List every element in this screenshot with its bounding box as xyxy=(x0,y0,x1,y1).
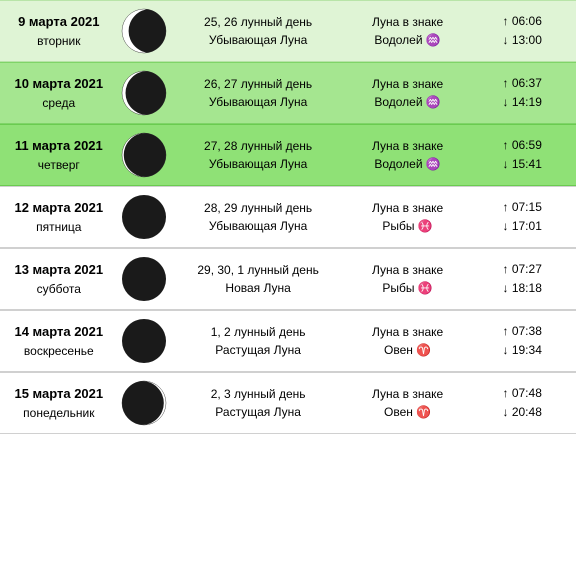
times-cell: ↑ 06:06 ↓ 13:00 xyxy=(472,12,572,50)
date-cell: 11 марта 2021 четверг xyxy=(4,136,114,174)
moonrise-time: ↑ 07:15 xyxy=(472,198,572,217)
lunar-day: 29, 30, 1 лунный день xyxy=(173,261,342,280)
weekday: пятница xyxy=(4,219,114,236)
moonset-time: ↓ 19:34 xyxy=(472,341,572,360)
sign-label: Луна в знаке xyxy=(343,323,473,342)
moonset-time: ↓ 18:18 xyxy=(472,279,572,298)
calendar-row[interactable]: 11 марта 2021 четверг 27, 28 лунный день… xyxy=(0,124,576,186)
sign-name: Водолей ♒️ xyxy=(343,32,473,49)
calendar-row[interactable]: 14 марта 2021 воскресенье 1, 2 лунный де… xyxy=(0,310,576,372)
sign-label: Луна в знаке xyxy=(343,385,473,404)
date-title: 14 марта 2021 xyxy=(4,322,114,343)
zodiac-cell: Луна в знаке Рыбы ♓️ xyxy=(343,199,473,235)
phase-name: Убывающая Луна xyxy=(173,94,342,111)
weekday: воскресенье xyxy=(4,343,114,360)
moonrise-time: ↑ 07:48 xyxy=(472,384,572,403)
moonset-time: ↓ 15:41 xyxy=(472,155,572,174)
moon-phase-icon xyxy=(114,69,174,117)
moon-phase-icon xyxy=(114,317,174,365)
date-title: 9 марта 2021 xyxy=(4,12,114,33)
times-cell: ↑ 07:48 ↓ 20:48 xyxy=(472,384,572,422)
weekday: четверг xyxy=(4,157,114,174)
date-cell: 15 марта 2021 понедельник xyxy=(4,384,114,422)
sign-label: Луна в знаке xyxy=(343,199,473,218)
times-cell: ↑ 06:37 ↓ 14:19 xyxy=(472,74,572,112)
zodiac-cell: Луна в знаке Водолей ♒️ xyxy=(343,13,473,49)
moon-phase-icon xyxy=(114,255,174,303)
moonrise-time: ↑ 06:06 xyxy=(472,12,572,31)
calendar-row[interactable]: 10 марта 2021 среда 26, 27 лунный день У… xyxy=(0,62,576,124)
moon-phase-icon xyxy=(114,193,174,241)
lunar-day: 2, 3 лунный день xyxy=(173,385,342,404)
moonset-time: ↓ 14:19 xyxy=(472,93,572,112)
lunar-calendar-table: 9 марта 2021 вторник 25, 26 лунный день … xyxy=(0,0,576,434)
calendar-row[interactable]: 13 марта 2021 суббота 29, 30, 1 лунный д… xyxy=(0,248,576,310)
sign-label: Луна в знаке xyxy=(343,137,473,156)
sign-name: Овен ♈️ xyxy=(343,404,473,421)
date-cell: 9 марта 2021 вторник xyxy=(4,12,114,50)
zodiac-cell: Луна в знаке Водолей ♒️ xyxy=(343,75,473,111)
phase-name: Растущая Луна xyxy=(173,404,342,421)
sign-label: Луна в знаке xyxy=(343,13,473,32)
date-cell: 13 марта 2021 суббота xyxy=(4,260,114,298)
times-cell: ↑ 07:15 ↓ 17:01 xyxy=(472,198,572,236)
weekday: суббота xyxy=(4,281,114,298)
phase-name: Убывающая Луна xyxy=(173,218,342,235)
date-title: 13 марта 2021 xyxy=(4,260,114,281)
phase-name: Растущая Луна xyxy=(173,342,342,359)
lunar-day-cell: 1, 2 лунный день Растущая Луна xyxy=(173,323,342,359)
weekday: среда xyxy=(4,95,114,112)
sign-name: Водолей ♒️ xyxy=(343,94,473,111)
sign-name: Рыбы ♓️ xyxy=(343,218,473,235)
moonrise-time: ↑ 07:27 xyxy=(472,260,572,279)
date-title: 11 марта 2021 xyxy=(4,136,114,157)
sign-label: Луна в знаке xyxy=(343,75,473,94)
weekday: понедельник xyxy=(4,405,114,422)
phase-name: Убывающая Луна xyxy=(173,32,342,49)
weekday: вторник xyxy=(4,33,114,50)
lunar-day: 1, 2 лунный день xyxy=(173,323,342,342)
lunar-day-cell: 27, 28 лунный день Убывающая Луна xyxy=(173,137,342,173)
date-title: 15 марта 2021 xyxy=(4,384,114,405)
date-title: 12 марта 2021 xyxy=(4,198,114,219)
date-title: 10 марта 2021 xyxy=(4,74,114,95)
moonset-time: ↓ 17:01 xyxy=(472,217,572,236)
calendar-row[interactable]: 12 марта 2021 пятница 28, 29 лунный день… xyxy=(0,186,576,248)
moonrise-time: ↑ 06:37 xyxy=(472,74,572,93)
lunar-day-cell: 28, 29 лунный день Убывающая Луна xyxy=(173,199,342,235)
zodiac-cell: Луна в знаке Водолей ♒️ xyxy=(343,137,473,173)
zodiac-cell: Луна в знаке Овен ♈️ xyxy=(343,385,473,421)
moonrise-time: ↑ 06:59 xyxy=(472,136,572,155)
date-cell: 10 марта 2021 среда xyxy=(4,74,114,112)
moonset-time: ↓ 13:00 xyxy=(472,31,572,50)
phase-name: Новая Луна xyxy=(173,280,342,297)
sign-name: Овен ♈️ xyxy=(343,342,473,359)
zodiac-cell: Луна в знаке Рыбы ♓️ xyxy=(343,261,473,297)
times-cell: ↑ 07:38 ↓ 19:34 xyxy=(472,322,572,360)
date-cell: 14 марта 2021 воскресенье xyxy=(4,322,114,360)
moon-phase-icon xyxy=(114,131,174,179)
lunar-day: 27, 28 лунный день xyxy=(173,137,342,156)
lunar-day-cell: 26, 27 лунный день Убывающая Луна xyxy=(173,75,342,111)
lunar-day: 25, 26 лунный день xyxy=(173,13,342,32)
lunar-day-cell: 29, 30, 1 лунный день Новая Луна xyxy=(173,261,342,297)
lunar-day: 26, 27 лунный день xyxy=(173,75,342,94)
calendar-row[interactable]: 15 марта 2021 понедельник 2, 3 лунный де… xyxy=(0,372,576,434)
sign-label: Луна в знаке xyxy=(343,261,473,280)
moonrise-time: ↑ 07:38 xyxy=(472,322,572,341)
date-cell: 12 марта 2021 пятница xyxy=(4,198,114,236)
lunar-day-cell: 2, 3 лунный день Растущая Луна xyxy=(173,385,342,421)
sign-name: Водолей ♒️ xyxy=(343,156,473,173)
moon-phase-icon xyxy=(114,7,174,55)
phase-name: Убывающая Луна xyxy=(173,156,342,173)
zodiac-cell: Луна в знаке Овен ♈️ xyxy=(343,323,473,359)
lunar-day: 28, 29 лунный день xyxy=(173,199,342,218)
moon-phase-icon xyxy=(114,379,174,427)
sign-name: Рыбы ♓️ xyxy=(343,280,473,297)
times-cell: ↑ 07:27 ↓ 18:18 xyxy=(472,260,572,298)
calendar-row[interactable]: 9 марта 2021 вторник 25, 26 лунный день … xyxy=(0,0,576,62)
times-cell: ↑ 06:59 ↓ 15:41 xyxy=(472,136,572,174)
lunar-day-cell: 25, 26 лунный день Убывающая Луна xyxy=(173,13,342,49)
moonset-time: ↓ 20:48 xyxy=(472,403,572,422)
